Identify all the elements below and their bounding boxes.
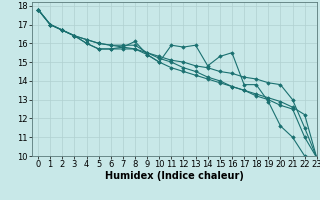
X-axis label: Humidex (Indice chaleur): Humidex (Indice chaleur) <box>105 171 244 181</box>
